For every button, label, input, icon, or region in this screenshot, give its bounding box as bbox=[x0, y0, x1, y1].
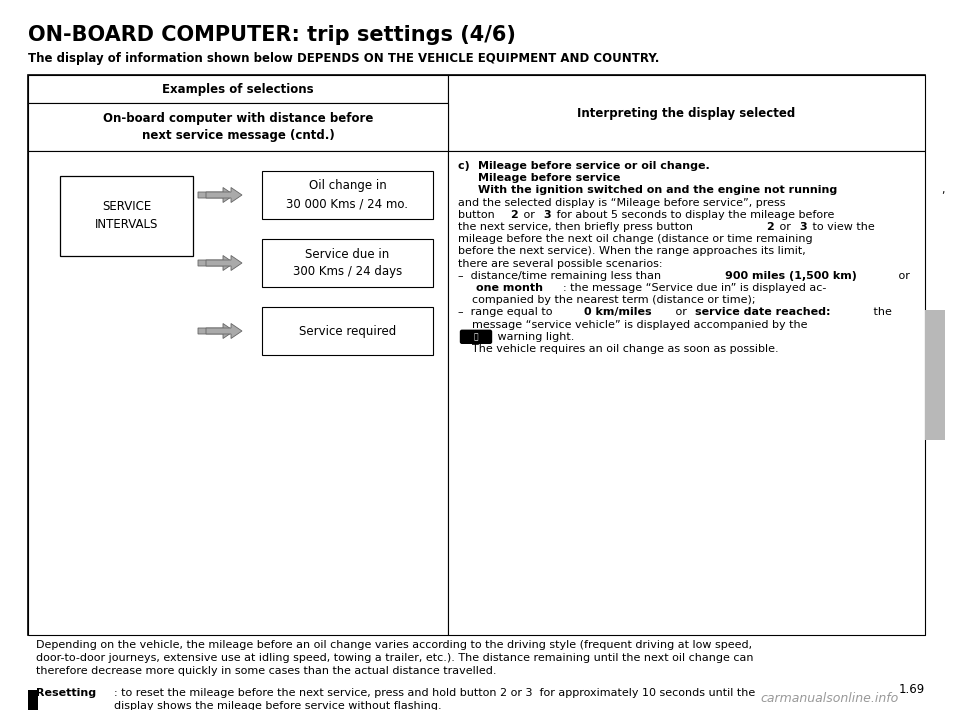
Bar bbox=[925, 310, 945, 440]
Text: 2: 2 bbox=[510, 209, 517, 220]
Polygon shape bbox=[198, 187, 234, 202]
Text: warning light.: warning light. bbox=[494, 332, 574, 342]
Text: there are several possible scenarios:: there are several possible scenarios: bbox=[458, 258, 662, 268]
Text: before the next service). When the range approaches its limit,: before the next service). When the range… bbox=[458, 246, 805, 256]
Text: –  distance/time remaining less than: – distance/time remaining less than bbox=[458, 271, 664, 280]
Text: or: or bbox=[895, 271, 910, 280]
Text: Examples of selections: Examples of selections bbox=[162, 82, 314, 96]
Text: Depending on the vehicle, the mileage before an oil change varies according to t: Depending on the vehicle, the mileage be… bbox=[36, 640, 754, 676]
Polygon shape bbox=[198, 256, 234, 271]
Text: Mileage before service: Mileage before service bbox=[478, 173, 620, 183]
Bar bbox=[28, 75, 448, 103]
Text: : the message “Service due in” is displayed ac-: : the message “Service due in” is displa… bbox=[563, 283, 826, 293]
Text: Mileage before service or oil change.: Mileage before service or oil change. bbox=[478, 161, 709, 171]
Text: The display of information shown below DEPENDS ON THE VEHICLE EQUIPMENT AND COUN: The display of information shown below D… bbox=[28, 52, 660, 65]
Text: message “service vehicle” is displayed accompanied by the: message “service vehicle” is displayed a… bbox=[458, 320, 807, 329]
Text: c): c) bbox=[458, 161, 473, 171]
Polygon shape bbox=[198, 324, 234, 339]
Text: Resetting: Resetting bbox=[36, 688, 96, 698]
Bar bbox=[262, 171, 433, 219]
Bar bbox=[448, 151, 925, 635]
Text: With the ignition switched on and the engine not running: With the ignition switched on and the en… bbox=[478, 185, 837, 195]
Text: the next service, then briefly press button: the next service, then briefly press but… bbox=[458, 222, 697, 232]
Text: button: button bbox=[458, 209, 498, 220]
Text: 3: 3 bbox=[543, 209, 551, 220]
Text: and the selected display is “Mileage before service”, press: and the selected display is “Mileage bef… bbox=[458, 197, 785, 207]
Bar bbox=[448, 75, 925, 151]
Polygon shape bbox=[206, 256, 242, 271]
Polygon shape bbox=[206, 187, 242, 202]
Text: Interpreting the display selected: Interpreting the display selected bbox=[577, 106, 796, 119]
Text: to view the: to view the bbox=[809, 222, 876, 232]
Text: 🔧: 🔧 bbox=[473, 332, 478, 342]
Text: Service due in
300 Kms / 24 days: Service due in 300 Kms / 24 days bbox=[293, 248, 402, 278]
Bar bbox=[28, 151, 448, 635]
Bar bbox=[28, 103, 448, 151]
Bar bbox=[262, 239, 433, 287]
Text: or: or bbox=[520, 209, 539, 220]
Bar bbox=[28, 690, 38, 710]
Text: SERVICE
INTERVALS: SERVICE INTERVALS bbox=[95, 200, 158, 231]
Bar bbox=[28, 75, 925, 635]
Text: companied by the nearest term (distance or time);: companied by the nearest term (distance … bbox=[458, 295, 756, 305]
Text: Oil change in
30 000 Kms / 24 mo.: Oil change in 30 000 Kms / 24 mo. bbox=[286, 180, 409, 210]
Text: mileage before the next oil change (distance or time remaining: mileage before the next oil change (dist… bbox=[458, 234, 812, 244]
Text: ,: , bbox=[942, 185, 945, 195]
Text: or: or bbox=[672, 307, 690, 317]
Text: : to reset the mileage before the next service, press and hold button 2 or 3  fo: : to reset the mileage before the next s… bbox=[113, 688, 755, 710]
Text: one month: one month bbox=[476, 283, 543, 293]
Text: 1.69: 1.69 bbox=[899, 683, 925, 696]
Text: ON-BOARD COMPUTER: trip settings (4/6): ON-BOARD COMPUTER: trip settings (4/6) bbox=[28, 25, 516, 45]
Text: 0 km/miles: 0 km/miles bbox=[585, 307, 652, 317]
Text: On-board computer with distance before
next service message (cntd.): On-board computer with distance before n… bbox=[103, 112, 373, 142]
Text: or: or bbox=[776, 222, 794, 232]
Polygon shape bbox=[206, 324, 242, 339]
Text: The vehicle requires an oil change as soon as possible.: The vehicle requires an oil change as so… bbox=[458, 344, 779, 354]
FancyBboxPatch shape bbox=[461, 330, 492, 344]
Text: –  range equal to: – range equal to bbox=[458, 307, 556, 317]
Bar bbox=[262, 307, 433, 355]
Text: service date reached:: service date reached: bbox=[695, 307, 831, 317]
Text: 3: 3 bbox=[800, 222, 807, 232]
Text: for about 5 seconds to display the mileage before: for about 5 seconds to display the milea… bbox=[554, 209, 835, 220]
Text: carmanualsonline.info: carmanualsonline.info bbox=[760, 692, 899, 705]
Text: the: the bbox=[871, 307, 892, 317]
Bar bbox=[60, 176, 193, 256]
Text: 2: 2 bbox=[766, 222, 774, 232]
Text: Service required: Service required bbox=[299, 324, 396, 337]
Text: 900 miles (1,500 km): 900 miles (1,500 km) bbox=[725, 271, 856, 280]
